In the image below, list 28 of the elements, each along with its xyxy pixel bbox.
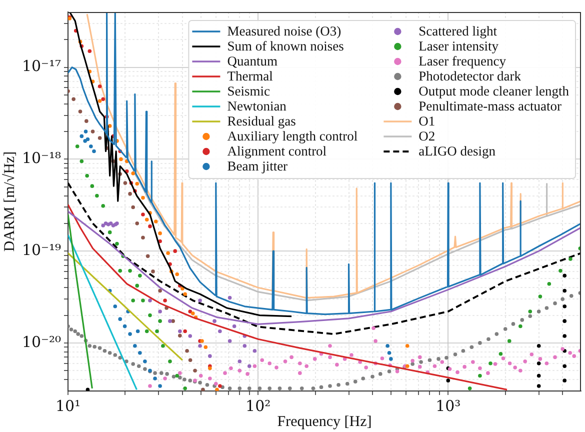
legend-label: Quantum — [227, 54, 278, 69]
x-tick-label: 10³ — [436, 396, 461, 415]
legend-label: Seismic — [227, 84, 270, 99]
legend-label: Residual gas — [227, 114, 296, 129]
legend-label: Thermal — [227, 68, 274, 84]
legend-label: Photodetector dark — [418, 68, 522, 84]
y-axis-title: DARM [m/√Hz] — [2, 151, 18, 252]
legend-label: Laser frequency — [418, 54, 506, 69]
x-tick-label: 10² — [246, 396, 271, 415]
y-tick-label: 10⁻²⁰ — [22, 332, 61, 351]
legend-label: aLIGO design — [418, 144, 496, 159]
legend-label: Beam jitter — [227, 158, 288, 174]
legend-label: Sum of known noises — [227, 38, 344, 54]
x-axis-title: Frequency [Hz] — [277, 414, 372, 430]
legend-label: Output mode cleaner length — [418, 84, 570, 99]
y-tick-label: 10⁻¹⁸ — [22, 149, 61, 168]
legend-label: O1 — [418, 114, 436, 129]
y-tick-label: 10⁻¹⁷ — [22, 57, 61, 76]
legend-label: Measured noise (O3) — [227, 24, 342, 39]
legend-label: Auxiliary length control — [227, 128, 358, 144]
legend-label: Scattered light — [418, 24, 498, 39]
y-tick-label: 10⁻¹⁹ — [22, 240, 61, 259]
legend-label: Laser intensity — [418, 38, 499, 54]
x-tick-label: 10¹ — [55, 396, 81, 415]
legend-label: O2 — [418, 128, 436, 144]
legend-label: Penultimate-mass actuator — [418, 98, 562, 114]
legend-label: Alignment control — [227, 144, 327, 159]
legend-label: Newtonian — [227, 98, 287, 114]
